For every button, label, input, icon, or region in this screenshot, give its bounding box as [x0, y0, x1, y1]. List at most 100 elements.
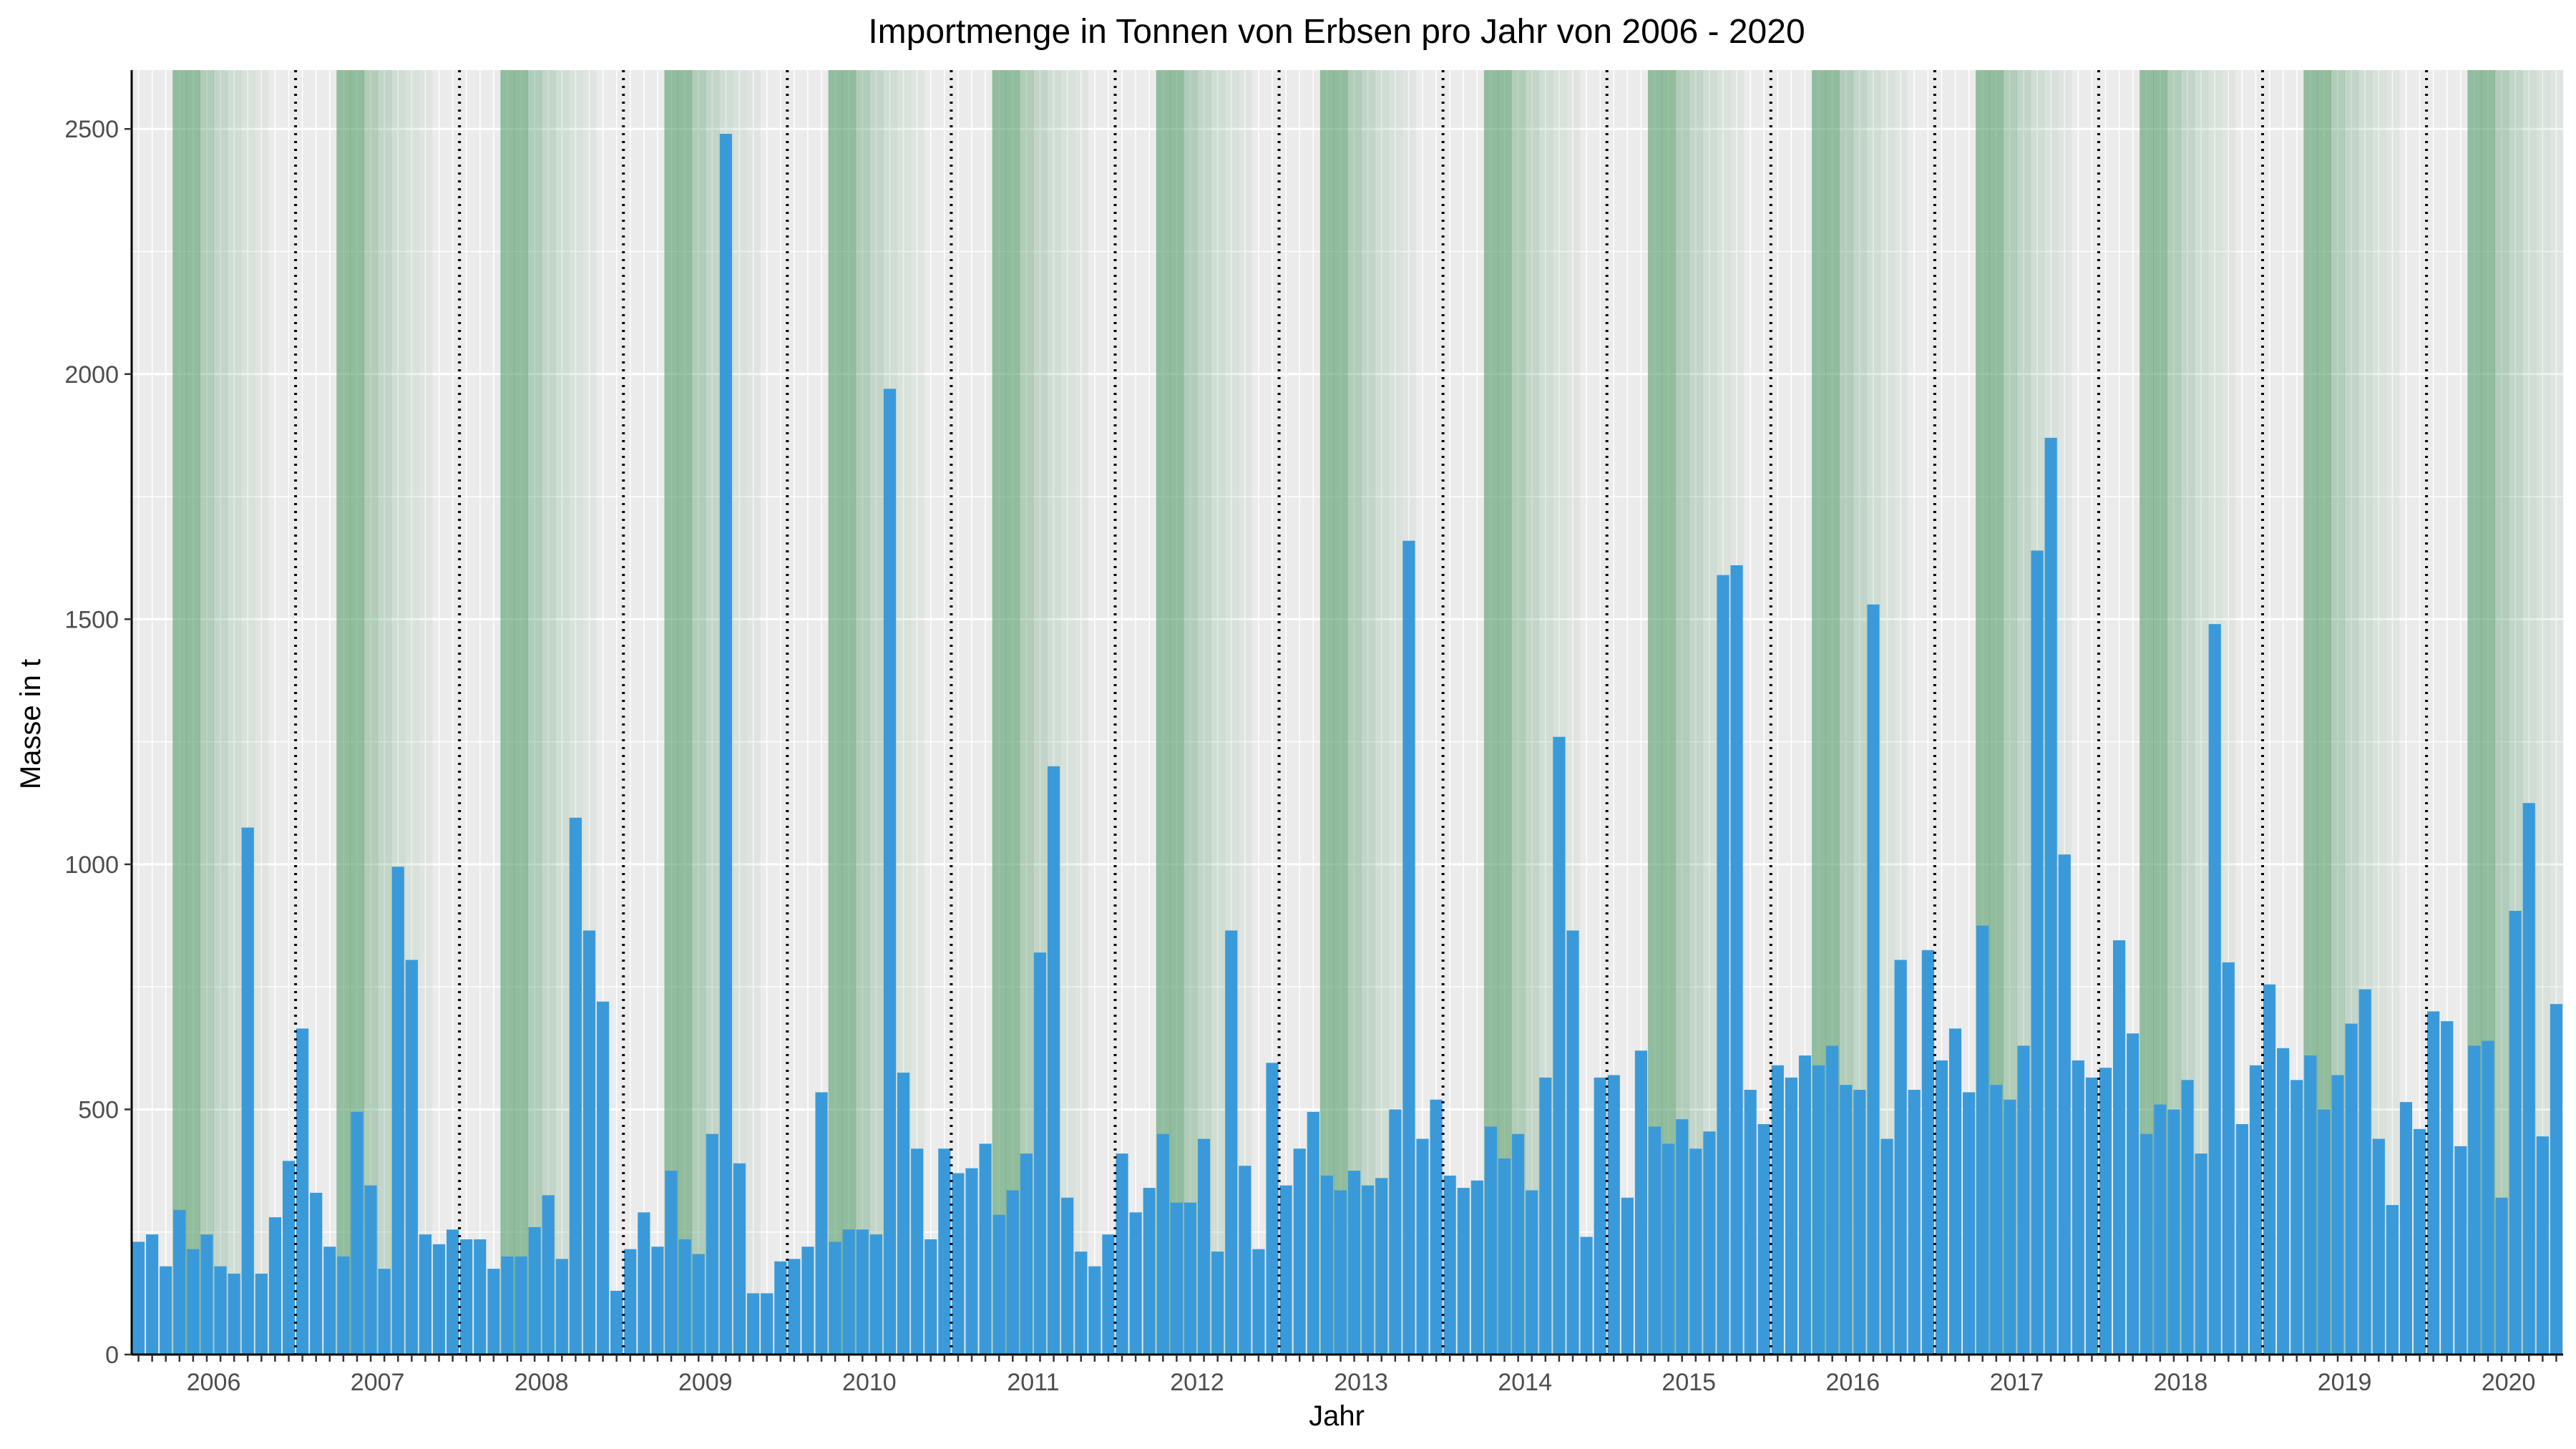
season-band: [1525, 70, 1539, 1355]
season-band: [841, 70, 857, 1355]
bar: [2413, 1128, 2426, 1355]
season-band: [254, 70, 269, 1355]
bar: [1102, 1234, 1115, 1355]
season-band: [1689, 70, 1703, 1355]
bar: [1553, 736, 1566, 1355]
bar: [419, 1234, 432, 1355]
bar: [2235, 1123, 2248, 1355]
bar: [1211, 1252, 1224, 1355]
bar: [1470, 1180, 1483, 1355]
bar: [678, 1239, 691, 1355]
bar: [2468, 1045, 2481, 1355]
bar: [378, 1269, 391, 1355]
bar: [132, 1241, 145, 1355]
x-tick-label: 2013: [1334, 1369, 1388, 1396]
bar: [1648, 1126, 1662, 1355]
bar: [2495, 1197, 2508, 1355]
bar: [528, 1226, 541, 1355]
bar: [1607, 1075, 1620, 1355]
bar: [1484, 1126, 1498, 1355]
x-tick-label: 2016: [1826, 1369, 1880, 1396]
x-tick-label: 2015: [1662, 1369, 1716, 1396]
bar: [597, 1001, 610, 1355]
bar: [2167, 1109, 2180, 1355]
season-band: [2140, 70, 2154, 1355]
bar: [938, 1148, 951, 1355]
bar: [542, 1195, 555, 1355]
season-band: [1662, 70, 1676, 1355]
bar: [1676, 1119, 1689, 1355]
bar: [1225, 930, 1238, 1355]
bar: [883, 389, 897, 1355]
bar: [474, 1239, 487, 1355]
bar: [1813, 1065, 1825, 1355]
bar: [665, 1171, 678, 1355]
bar: [1948, 1028, 1962, 1355]
bar: [146, 1234, 159, 1355]
bar: [2482, 1040, 2494, 1355]
axes: [125, 70, 2563, 1362]
bar: [1935, 1060, 1948, 1355]
bar: [2031, 550, 2044, 1355]
bar: [2454, 1146, 2467, 1355]
bar: [1757, 1123, 1770, 1355]
bar: [1921, 950, 1934, 1355]
season-band: [1361, 70, 1375, 1355]
season-band: [1853, 70, 1867, 1355]
bar: [1594, 1077, 1606, 1355]
bar: [1853, 1090, 1866, 1355]
x-tick-label: 2007: [351, 1369, 405, 1396]
x-tick-label: 2006: [187, 1369, 241, 1396]
bar: [187, 1249, 200, 1355]
bar: [610, 1290, 623, 1355]
season-band: [678, 70, 693, 1355]
bar: [1894, 960, 1907, 1355]
season-band: [1019, 70, 1034, 1355]
season-band: [2481, 70, 2496, 1355]
bar: [200, 1234, 213, 1355]
bar: [761, 1293, 774, 1355]
bar: [952, 1173, 965, 1355]
chart-title: Importmenge in Tonnen von Erbsen pro Jah…: [868, 13, 1805, 51]
season-band: [2180, 70, 2195, 1355]
bar: [1075, 1252, 1088, 1355]
season-band: [746, 70, 761, 1355]
bar: [487, 1269, 500, 1355]
bar: [2249, 1065, 2263, 1355]
y-tick-label: 2000: [64, 361, 119, 389]
bar: [2318, 1109, 2331, 1355]
season-band: [1483, 70, 1498, 1355]
season-band: [2153, 70, 2167, 1355]
bar: [815, 1092, 828, 1355]
bar: [351, 1111, 364, 1355]
bar: [1129, 1212, 1142, 1355]
x-tick-label: 2017: [1990, 1369, 2044, 1396]
season-band: [691, 70, 706, 1355]
bar: [1033, 952, 1047, 1355]
y-tick-label: 0: [105, 1342, 119, 1369]
bar: [2004, 1099, 2016, 1355]
season-band: [500, 70, 515, 1355]
bar: [1976, 925, 1989, 1355]
bar: [160, 1266, 172, 1355]
x-tick-label: 2010: [842, 1369, 897, 1396]
season-band: [213, 70, 228, 1355]
season-band: [172, 70, 187, 1355]
bar: [2290, 1080, 2303, 1355]
bar: [992, 1214, 1005, 1355]
bar: [1867, 604, 1880, 1355]
bar: [2550, 1004, 2563, 1355]
season-band: [897, 70, 911, 1355]
bar: [1416, 1138, 1429, 1355]
bar: [391, 867, 404, 1355]
season-band: [186, 70, 200, 1355]
season-band: [1880, 70, 1895, 1355]
season-band: [1839, 70, 1853, 1355]
bar: [1498, 1158, 1511, 1355]
season-band: [418, 70, 433, 1355]
bar: [2522, 803, 2535, 1355]
bar: [1744, 1090, 1757, 1355]
season-band: [2317, 70, 2331, 1355]
bar: [2331, 1075, 2344, 1355]
season-band: [336, 70, 351, 1355]
